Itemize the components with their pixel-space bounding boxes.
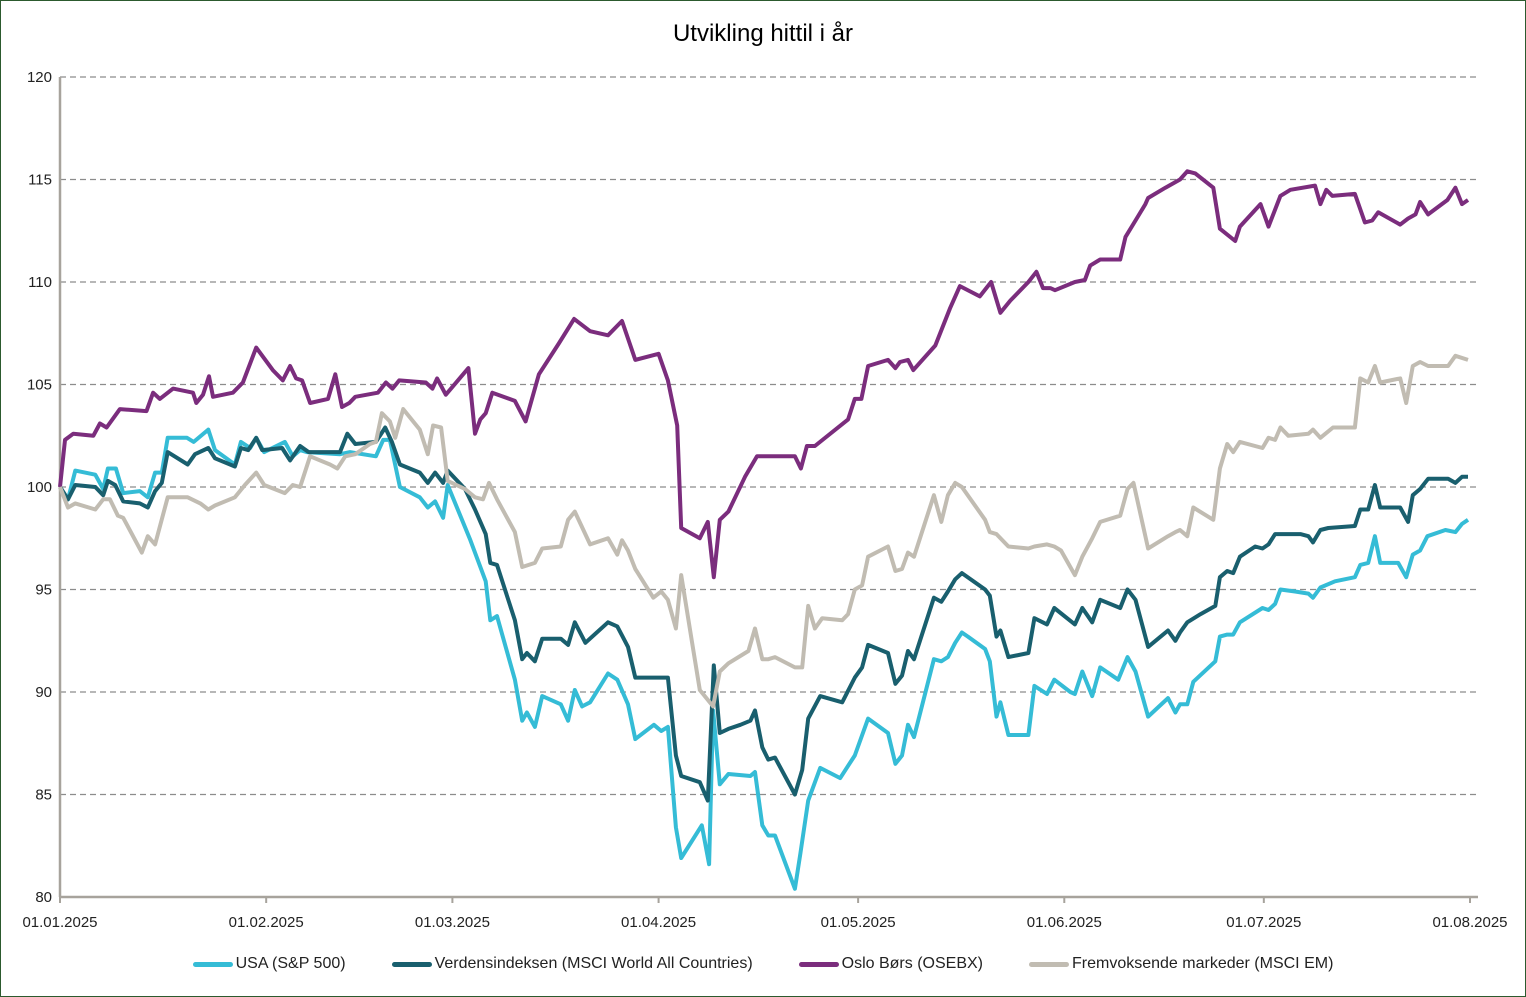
legend-swatch [1029,961,1069,967]
legend-item: USA (S&P 500) [192,955,346,973]
legend-label: Fremvoksende markeder (MSCI EM) [1072,955,1334,972]
y-tick-label: 90 [35,684,52,701]
legend-item: Oslo Børs (OSEBX) [798,955,983,973]
legend-item: Fremvoksende markeder (MSCI EM) [1029,955,1333,973]
x-tick-label: 01.03.2025 [415,914,490,931]
series-line-1 [58,425,1468,803]
legend-label: Verdensindeksen (MSCI World All Countrie… [434,955,753,972]
chart-title: Utvikling hittil i år [672,20,854,47]
legend-label: USA (S&P 500) [235,955,346,972]
series-line-3 [58,353,1469,709]
y-tick-label: 95 [35,582,52,599]
x-tick-label: 01.05.2025 [821,914,896,931]
x-tick-label: 01.04.2025 [621,914,696,931]
x-tick-label: 01.08.2025 [1432,914,1507,931]
x-tick-label: 01.07.2025 [1226,914,1301,931]
x-tick-label: 01.01.2025 [22,914,97,931]
legend-swatch [391,961,432,967]
y-tick-label: 80 [35,889,52,906]
legend-swatch [798,961,839,967]
y-tick-label: 115 [28,172,52,189]
legend-swatch [192,961,233,967]
legend-label: Oslo Børs (OSEBX) [841,955,983,972]
y-tick-label: 100 [27,479,52,496]
x-tick-label: 01.06.2025 [1027,914,1102,931]
y-tick-label: 105 [27,377,52,394]
y-tick-label: 110 [28,274,52,291]
series-line-2 [58,169,1470,580]
legend-item: Verdensindeksen (MSCI World All Countrie… [391,955,753,973]
y-tick-label: 85 [35,787,52,804]
legend: USA (S&P 500) Verdensindeksen (MSCI World… [0,955,1526,973]
x-tick-label: 01.02.2025 [229,914,304,931]
y-tick-label: 120 [27,69,52,86]
